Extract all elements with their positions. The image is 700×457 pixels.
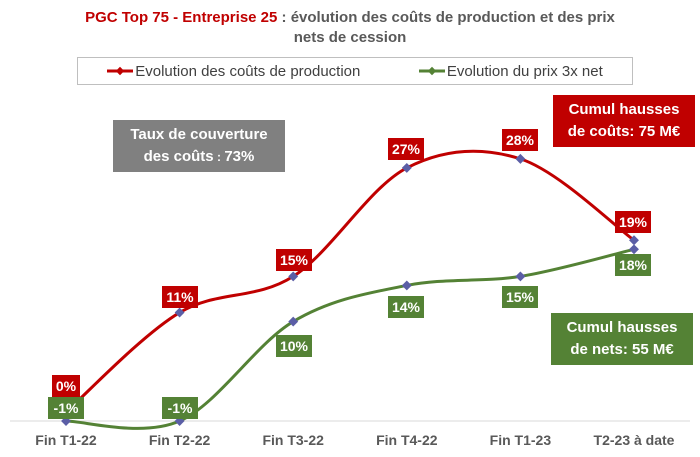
net-line-1: Cumul hausses (566, 319, 678, 336)
series-0-marker-3 (401, 162, 412, 173)
series-1-label-bg-1 (162, 397, 198, 419)
chart-title: PGC Top 75 - Entreprise 25 : évolution d… (0, 8, 700, 48)
series-0-data-label-2: 15% (280, 252, 309, 268)
x-tick-label-0: Fin T1-22 (35, 432, 97, 448)
series-1-label-bg-3 (388, 296, 424, 318)
series-1-data-label-1: -1% (168, 400, 193, 416)
series-1-data-label-2: 10% (280, 338, 309, 354)
series-1-data-label-3: 14% (392, 299, 421, 315)
series-0-data-label-4: 28% (506, 132, 535, 148)
series-1-label-bg-4 (502, 286, 538, 308)
coverage-line-2b: : (213, 150, 225, 164)
coverage-line-1: Taux de couverture (130, 126, 268, 143)
net-line-2: de nets: 55 M€ (570, 341, 674, 358)
coverage-line-2c: 73% (224, 148, 255, 165)
legend-swatch-costs (107, 66, 134, 76)
series-0-data-label-3: 27% (392, 141, 421, 157)
series-0-marker-1 (174, 307, 185, 318)
legend-item-costs: Evolution des coûts de production (107, 63, 360, 80)
series-line-0 (65, 149, 635, 414)
legend-swatch-prices (418, 66, 445, 76)
coverage-annotation: Taux de couverture des coûts : 73% (113, 120, 285, 172)
series-0-label-bg-5 (615, 211, 651, 233)
series-1-label-bg-5 (615, 254, 651, 276)
series-1-label-bg-0 (48, 397, 84, 419)
cost-line-2: de coûts: 75 M€ (567, 123, 681, 140)
title-brand: PGC Top 75 - Entreprise 25 (85, 9, 278, 26)
series-0-data-label-1: 11% (166, 289, 194, 305)
cost-increase-annotation: Cumul hausses de coûts: 75 M€ (553, 95, 695, 147)
series-0-marker-5 (629, 235, 639, 246)
x-tick-label-4: Fin T1-23 (490, 432, 552, 448)
series-0-label-bg-1 (162, 286, 198, 308)
series-1-data-label-0: -1% (54, 400, 79, 416)
series-0-marker-2 (288, 271, 299, 282)
series-1-data-label-4: 15% (506, 289, 535, 305)
coverage-line-2a: des coûts (143, 148, 214, 165)
series-0-label-bg-3 (388, 138, 424, 160)
cost-line-1: Cumul hausses (568, 101, 680, 118)
x-tick-label-5: T2-23 à date (594, 432, 675, 448)
series-line-1 (65, 247, 635, 430)
x-tick-label-3: Fin T4-22 (376, 432, 438, 448)
legend-label-costs: Evolution des coûts de production (135, 62, 361, 80)
legend-label-prices: Evolution du prix 3x net (446, 62, 603, 80)
title-text-1: : évolution des coûts de production et d… (277, 9, 615, 26)
series-0-data-label-0: 0% (56, 378, 77, 394)
series-0-label-bg-4 (502, 129, 538, 151)
series-0-label-bg-2 (276, 249, 312, 271)
x-tick-label-1: Fin T2-22 (149, 432, 211, 448)
series-0-marker-4 (515, 153, 526, 164)
title-text-2: nets de cession (293, 29, 407, 46)
legend-item-prices: Evolution du prix 3x net (418, 62, 603, 80)
series-1-label-bg-2 (276, 335, 312, 357)
series-1-marker-2 (288, 316, 299, 327)
legend: Evolution des coûts de production Evolut… (77, 57, 633, 85)
series-0-data-label-5: 19% (619, 214, 648, 230)
series-1-marker-3 (401, 280, 412, 291)
series-1-data-label-5: 18% (619, 257, 648, 273)
net-increase-annotation: Cumul hausses de nets: 55 M€ (551, 313, 693, 365)
series-1-marker-5 (629, 244, 639, 255)
series-1-marker-4 (515, 271, 526, 282)
x-tick-label-2: Fin T3-22 (262, 432, 324, 448)
series-0-label-bg-0 (52, 375, 80, 397)
coverage-line-2: des coûts : 73% (113, 146, 285, 168)
